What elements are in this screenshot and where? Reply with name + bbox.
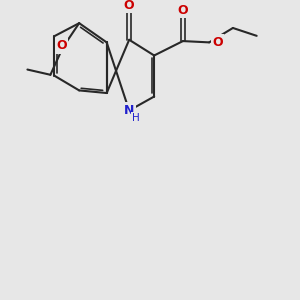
Text: H: H <box>131 113 139 123</box>
Text: O: O <box>124 0 134 12</box>
Text: N: N <box>124 104 134 117</box>
Text: O: O <box>212 36 223 49</box>
Text: O: O <box>56 40 67 52</box>
Text: O: O <box>178 4 188 17</box>
